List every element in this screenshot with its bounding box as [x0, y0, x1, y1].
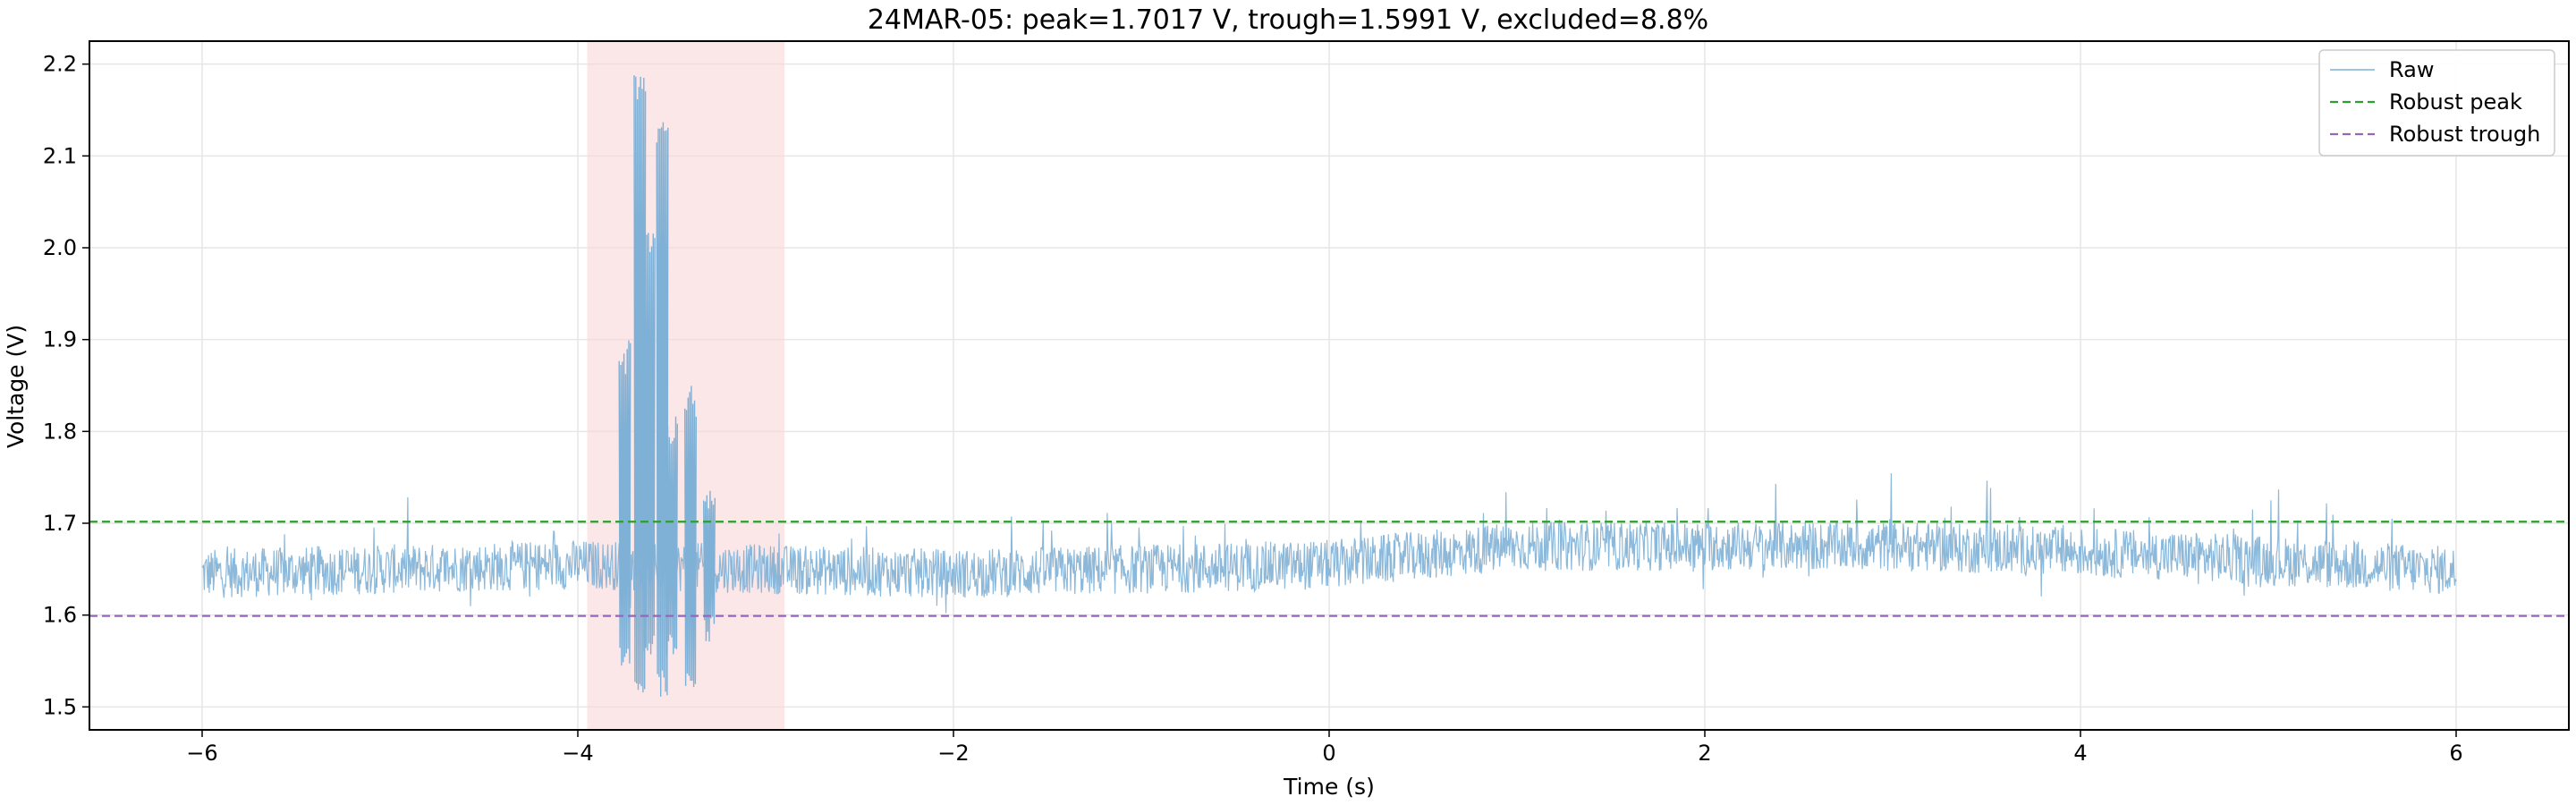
series-raw-line [201, 473, 2457, 614]
y-tick-label-7: 2.2 [43, 52, 77, 77]
x-tick-label-5: 4 [2073, 741, 2087, 766]
y-tick-label-1: 1.6 [43, 603, 77, 628]
y-ticks: 1.5 1.6 1.7 1.8 1.9 2.0 2.1 2.2 [43, 52, 89, 719]
x-tick-label-0: −6 [186, 741, 217, 766]
legend-label-1: Robust peak [2389, 89, 2522, 114]
y-tick-label-4: 1.9 [43, 327, 77, 352]
chart-title: 24MAR-05: peak=1.7017 V, trough=1.5991 V… [868, 4, 1708, 36]
series-raw-spike-6 [703, 490, 716, 642]
legend-box [2318, 49, 2555, 157]
y-axis-label: Voltage (V) [3, 325, 29, 448]
legend-label-2: Robust trough [2389, 122, 2540, 147]
y-tick-label-3: 1.8 [43, 419, 77, 444]
x-tick-label-4: 2 [1698, 741, 1711, 766]
y-tick-label-2: 1.7 [43, 511, 77, 536]
x-axis-label: Time (s) [1283, 774, 1375, 800]
series-raw-spike-2 [642, 233, 656, 655]
y-tick-label-6: 2.1 [43, 143, 77, 168]
series-raw [201, 75, 2457, 697]
legend: Raw Robust peak Robust trough [2318, 49, 2555, 157]
x-ticks: −6 −4 −2 0 2 4 6 [186, 730, 2463, 766]
y-tick-label-5: 2.0 [43, 235, 77, 260]
reference-lines [89, 521, 2569, 617]
series-raw-spike-5 [684, 386, 697, 688]
x-tick-label-6: 6 [2449, 741, 2462, 766]
x-tick-label-3: 0 [1322, 741, 1335, 766]
x-tick-label-1: −4 [562, 741, 593, 766]
series-raw-spike-4 [665, 416, 678, 656]
series-raw-spike-3 [656, 122, 669, 697]
x-tick-label-2: −2 [937, 741, 969, 766]
grid [89, 41, 2569, 730]
y-tick-label-0: 1.5 [43, 694, 77, 719]
legend-label-0: Raw [2389, 57, 2434, 82]
series-raw-spike-0 [618, 340, 631, 666]
